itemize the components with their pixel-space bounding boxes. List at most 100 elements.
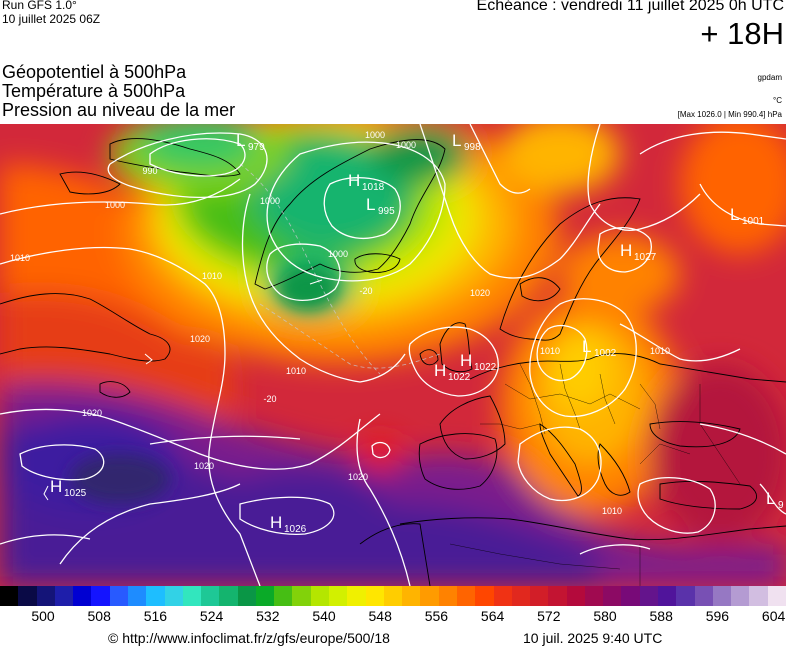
color-scale-tick: 564 — [480, 608, 505, 624]
color-swatch — [219, 586, 239, 606]
color-scale-tick: 580 — [593, 608, 617, 624]
geopotential-field — [0, 124, 786, 586]
svg-text:1026: 1026 — [284, 524, 307, 535]
svg-text:9: 9 — [778, 500, 784, 511]
weather-map-svg: 1000 1000 1000 1000 990 1010 1010 1020 1… — [0, 124, 786, 586]
color-swatch — [639, 586, 659, 606]
isobar-label: -20 — [263, 394, 276, 404]
color-swatch — [511, 586, 531, 606]
color-swatch — [365, 586, 385, 606]
color-swatch — [237, 586, 257, 606]
svg-text:L: L — [766, 489, 775, 508]
isobar-label: 1000 — [396, 140, 416, 150]
lead-time: + 18H — [700, 16, 784, 51]
run-label: Run GFS 1.0° — [2, 0, 77, 12]
field-temperature: Température à 500hPa — [2, 81, 186, 101]
isobar-label: 1000 — [328, 249, 348, 259]
color-scale-tick: 500 — [31, 608, 55, 624]
svg-text:1027: 1027 — [634, 252, 657, 263]
color-swatch — [146, 586, 165, 606]
color-swatch — [347, 586, 367, 606]
svg-text:1025: 1025 — [64, 488, 87, 499]
low-center: L 995 — [366, 195, 395, 217]
unit-celsius: °C — [773, 96, 782, 105]
isobar-labels: 1000 1000 1000 1000 990 1010 1010 1020 1… — [10, 130, 670, 516]
isotherms — [239, 163, 441, 375]
isobar-label: 990 — [142, 166, 157, 176]
color-swatch — [127, 586, 147, 606]
coastlines — [0, 138, 786, 586]
country-borders — [449, 363, 741, 586]
color-swatch — [402, 586, 421, 606]
color-swatch — [0, 586, 19, 606]
color-swatch — [530, 586, 549, 606]
isobar-label: 1010 — [540, 346, 560, 356]
color-swatch — [164, 586, 184, 606]
low-center: L 979 — [236, 131, 265, 153]
color-swatch — [694, 586, 714, 606]
unit-gpdam: gpdam — [757, 73, 782, 82]
isobar-label: 1000 — [365, 130, 385, 140]
color-scale-tick: 604 — [761, 608, 786, 624]
svg-text:L: L — [582, 337, 591, 356]
svg-text:L: L — [366, 195, 375, 214]
svg-text:H: H — [460, 351, 472, 370]
color-scale-tick: 588 — [649, 608, 673, 624]
color-scale-tick: 516 — [143, 608, 168, 624]
run-date: 10 juillet 2025 06Z — [2, 12, 101, 26]
color-swatch — [712, 586, 732, 606]
svg-text:H: H — [270, 513, 282, 532]
color-scale-tick: 596 — [705, 608, 730, 624]
svg-text:L: L — [730, 205, 739, 224]
pressure-centers: L 979 L 998 H 1018 L 995 L 1001 H 1027 L 1002 H… — [50, 131, 784, 535]
svg-text:995: 995 — [378, 206, 395, 217]
color-scale-tick: 556 — [424, 608, 449, 624]
color-swatch — [475, 586, 495, 606]
color-swatch — [603, 586, 622, 606]
isobar-label: 1020 — [348, 472, 368, 482]
color-scale-tick: 540 — [312, 608, 336, 624]
svg-text:H: H — [434, 361, 446, 380]
color-scale — [0, 586, 786, 606]
svg-text:1022: 1022 — [474, 362, 497, 373]
color-swatch — [676, 586, 696, 606]
field-geopotential: Géopotentiel à 500hPa — [2, 62, 187, 82]
high-center: H 1022 — [460, 351, 497, 373]
color-swatch — [36, 586, 56, 606]
svg-text:998: 998 — [464, 142, 481, 153]
svg-text:1001: 1001 — [742, 216, 765, 227]
color-swatch — [548, 586, 568, 606]
svg-text:L: L — [236, 131, 245, 150]
isobar-label: 1020 — [190, 334, 210, 344]
color-swatch — [182, 586, 202, 606]
isobar-label: 1020 — [470, 288, 490, 298]
color-swatch — [54, 586, 74, 606]
source-credit[interactable]: © http://www.infoclimat.fr/z/gfs/europe/… — [108, 630, 390, 646]
color-swatch — [255, 586, 275, 606]
isobar-label: 1010 — [650, 346, 670, 356]
high-center: H 1025 — [50, 477, 87, 499]
svg-text:1002: 1002 — [594, 348, 617, 359]
low-center: L 998 — [452, 131, 481, 153]
isobar-label: 1010 — [602, 506, 622, 516]
color-swatch — [310, 586, 330, 606]
color-swatch — [91, 586, 111, 606]
high-center: H 1026 — [270, 513, 307, 535]
low-center: L 1001 — [730, 205, 765, 227]
isobars — [0, 124, 786, 586]
svg-text:979: 979 — [248, 142, 265, 153]
weather-map[interactable]: 1000 1000 1000 1000 990 1010 1010 1020 1… — [0, 124, 786, 586]
color-swatch — [383, 586, 403, 606]
color-swatch — [731, 586, 750, 606]
high-center: H 1018 — [348, 171, 385, 193]
color-swatch — [566, 586, 586, 606]
svg-text:H: H — [348, 171, 360, 190]
isobar-label: 1010 — [286, 366, 306, 376]
color-swatch — [438, 586, 458, 606]
color-swatch — [420, 586, 440, 606]
high-center: H 1022 — [434, 361, 471, 383]
isobar-label: 1000 — [105, 200, 125, 210]
isobar-label: 1010 — [202, 271, 222, 281]
color-swatch — [109, 586, 129, 606]
color-scale-tick: 524 — [199, 608, 224, 624]
